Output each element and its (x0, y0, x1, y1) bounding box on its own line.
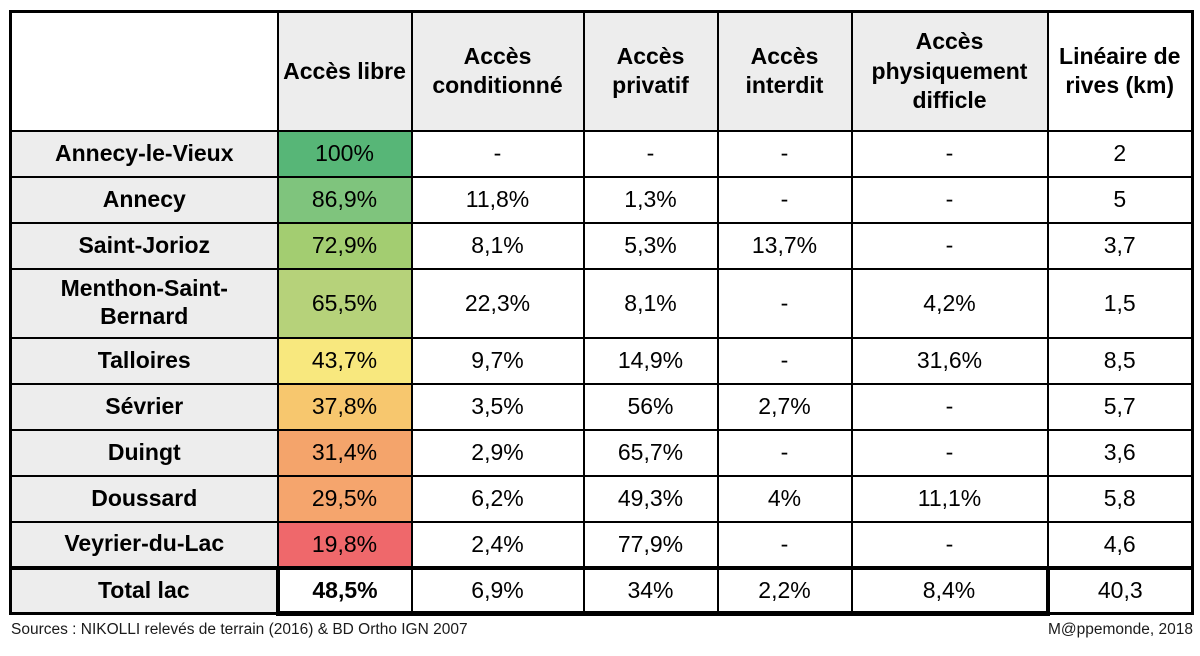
acces-difficile-cell: - (850, 221, 1049, 270)
acces-libre-cell: 19,8% (276, 520, 413, 569)
acces-interdit-cell: - (716, 267, 853, 339)
figure-container: Accès libre Accès conditionné Accès priv… (9, 10, 1195, 639)
acces-privatif-cell: 65,7% (582, 428, 719, 477)
commune-label: Annecy-le-Vieux (9, 129, 279, 178)
acces-interdit-cell: - (716, 520, 853, 569)
header-lineaire-rives: Linéaire de rives (km) (1046, 10, 1194, 132)
acces-privatif-cell: 77,9% (582, 520, 719, 569)
header-acces-conditionne: Accès conditionné (410, 10, 585, 132)
lineaire-rives-cell: 5,8 (1046, 474, 1194, 523)
commune-label: Annecy (9, 175, 279, 224)
corner-cell-diagonal (9, 10, 279, 132)
header-row: Accès libre Accès conditionné Accès priv… (9, 10, 1194, 132)
acces-interdit-cell: - (716, 175, 853, 224)
commune-label: Sévrier (9, 382, 279, 431)
acces-privatif-cell: 5,3% (582, 221, 719, 270)
acces-libre-cell: 31,4% (276, 428, 413, 477)
lineaire-rives-cell: 3,6 (1046, 428, 1194, 477)
acces-privatif-cell: - (582, 129, 719, 178)
acces-difficile-cell: - (850, 129, 1049, 178)
acces-libre-cell: 43,7% (276, 336, 413, 385)
acces-interdit-cell: - (716, 336, 853, 385)
acces-difficile-cell: 4,2% (850, 267, 1049, 339)
acces-conditionne-cell: - (410, 129, 585, 178)
acces-conditionne-cell: 2,9% (410, 428, 585, 477)
acces-conditionne-cell: 8,1% (410, 221, 585, 270)
credit-caption: M@ppemonde, 2018 (1048, 621, 1193, 638)
acces-conditionne-cell: 9,7% (410, 336, 585, 385)
acces-conditionne-cell: 22,3% (410, 267, 585, 339)
table-row-total-lac: Total lac 48,5% 6,9% 34% 2,2% 8,4% 40,3 (9, 565, 1194, 616)
commune-label: Saint-Jorioz (9, 221, 279, 270)
acces-privatif-cell: 14,9% (582, 336, 719, 385)
acces-interdit-total-cell: 2,2% (716, 565, 853, 616)
header-acces-libre: Accès libre (276, 10, 413, 132)
table-row-annecy: Annecy 86,9% 11,8% 1,3% - - 5 (9, 175, 1194, 224)
access-table: Accès libre Accès conditionné Accès priv… (9, 10, 1194, 616)
acces-interdit-cell: - (716, 428, 853, 477)
header-acces-privatif: Accès privatif (582, 10, 719, 132)
acces-libre-cell: 72,9% (276, 221, 413, 270)
commune-label: Menthon-Saint- Bernard (9, 267, 279, 339)
acces-difficile-cell: - (850, 382, 1049, 431)
acces-privatif-cell: 49,3% (582, 474, 719, 523)
table-row-duingt: Duingt 31,4% 2,9% 65,7% - - 3,6 (9, 428, 1194, 477)
acces-privatif-cell: 8,1% (582, 267, 719, 339)
acces-libre-cell: 100% (276, 129, 413, 178)
acces-difficile-total-cell: 8,4% (850, 565, 1050, 616)
commune-label: Doussard (9, 474, 279, 523)
acces-libre-cell: 37,8% (276, 382, 413, 431)
table-row-sevrier: Sévrier 37,8% 3,5% 56% 2,7% - 5,7 (9, 382, 1194, 431)
lineaire-rives-cell: 3,7 (1046, 221, 1194, 270)
lineaire-rives-total-cell: 40,3 (1046, 565, 1194, 615)
header-acces-interdit: Accès interdit (716, 10, 853, 132)
acces-libre-cell: 29,5% (276, 474, 413, 523)
commune-label: Veyrier-du-Lac (9, 520, 279, 569)
commune-label: Duingt (9, 428, 279, 477)
acces-interdit-cell: 2,7% (716, 382, 853, 431)
acces-difficile-cell: - (850, 428, 1049, 477)
lineaire-rives-cell: 5,7 (1046, 382, 1194, 431)
lineaire-rives-cell: 5 (1046, 175, 1194, 224)
acces-conditionne-total-cell: 6,9% (410, 565, 585, 616)
lineaire-rives-cell: 2 (1046, 129, 1194, 178)
acces-difficile-cell: - (850, 175, 1049, 224)
acces-conditionne-cell: 2,4% (410, 520, 585, 569)
lineaire-rives-cell: 1,5 (1046, 267, 1194, 339)
acces-conditionne-cell: 6,2% (410, 474, 585, 523)
table-row-menthon-saint-bernard: Menthon-Saint- Bernard 65,5% 22,3% 8,1% … (9, 267, 1194, 339)
table-row-veyrier-du-lac: Veyrier-du-Lac 19,8% 2,4% 77,9% - - 4,6 (9, 520, 1194, 569)
acces-interdit-cell: 13,7% (716, 221, 853, 270)
acces-privatif-cell: 56% (582, 382, 719, 431)
acces-libre-cell: 65,5% (276, 267, 413, 339)
acces-conditionne-cell: 3,5% (410, 382, 585, 431)
acces-interdit-cell: 4% (716, 474, 853, 523)
acces-interdit-cell: - (716, 129, 853, 178)
commune-label: Talloires (9, 336, 279, 385)
header-acces-physiquement-difficile: Accès physiquement difficle (850, 10, 1049, 132)
acces-libre-total-cell: 48,5% (275, 565, 413, 616)
lineaire-rives-cell: 4,6 (1046, 520, 1194, 569)
acces-difficile-cell: 11,1% (850, 474, 1049, 523)
acces-privatif-total-cell: 34% (582, 565, 719, 616)
acces-difficile-cell: 31,6% (850, 336, 1049, 385)
acces-conditionne-cell: 11,8% (410, 175, 585, 224)
acces-difficile-cell: - (850, 520, 1049, 569)
lineaire-rives-cell: 8,5 (1046, 336, 1194, 385)
acces-privatif-cell: 1,3% (582, 175, 719, 224)
total-label: Total lac (9, 565, 279, 615)
table-row-annecy-le-vieux: Annecy-le-Vieux 100% - - - - 2 (9, 129, 1194, 178)
acces-libre-cell: 86,9% (276, 175, 413, 224)
table-row-talloires: Talloires 43,7% 9,7% 14,9% - 31,6% 8,5 (9, 336, 1194, 385)
sources-caption: Sources : NIKOLLI relevés de terrain (20… (11, 621, 468, 638)
figure-footer: Sources : NIKOLLI relevés de terrain (20… (9, 616, 1195, 639)
table-row-doussard: Doussard 29,5% 6,2% 49,3% 4% 11,1% 5,8 (9, 474, 1194, 523)
table-row-saint-jorioz: Saint-Jorioz 72,9% 8,1% 5,3% 13,7% - 3,7 (9, 221, 1194, 270)
